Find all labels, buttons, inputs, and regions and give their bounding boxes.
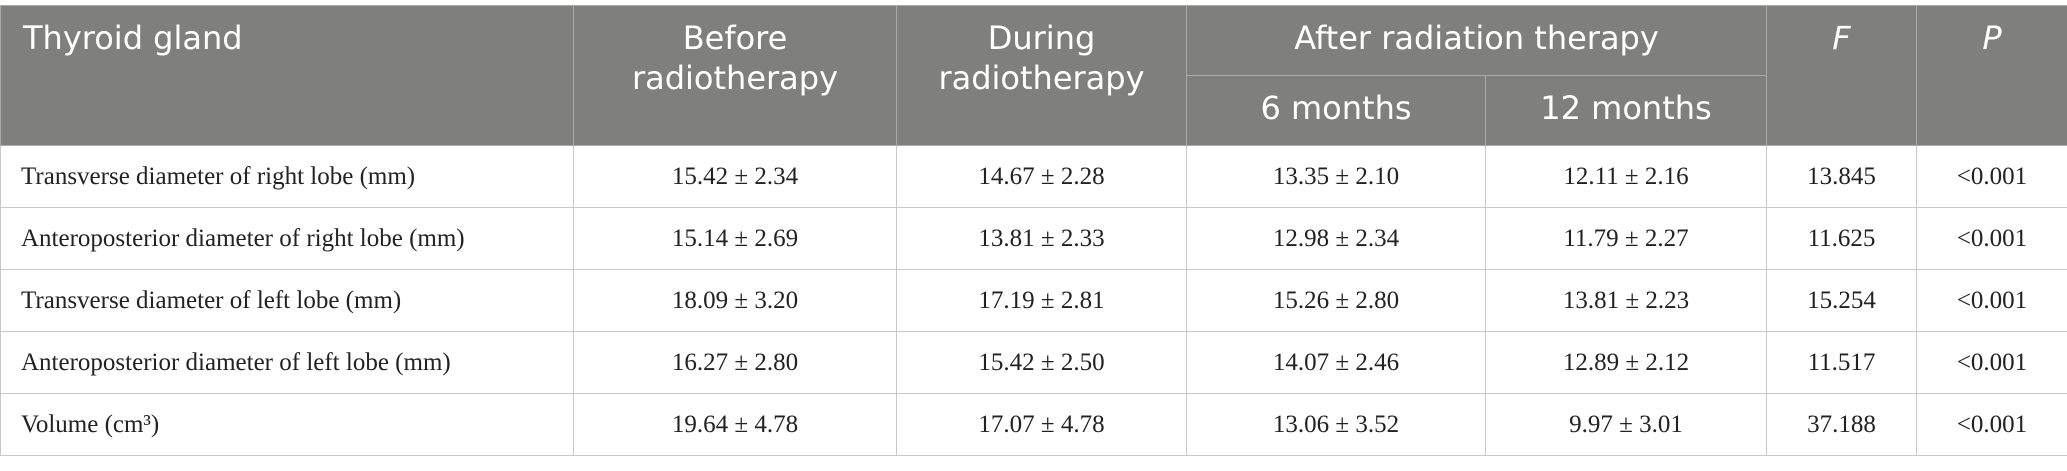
cell: 37.188 <box>1767 394 1917 456</box>
subcolumn-header: 12 months <box>1486 76 1767 146</box>
cell: 19.64 ± 4.78 <box>574 394 897 456</box>
row-label: Transverse diameter of right lobe (mm) <box>1 146 574 208</box>
row-label: Transverse diameter of left lobe (mm) <box>1 270 574 332</box>
cell: 15.14 ± 2.69 <box>574 208 897 270</box>
cell: <0.001 <box>1917 270 2067 332</box>
cell: 9.97 ± 3.01 <box>1486 394 1767 456</box>
cell: <0.001 <box>1917 394 2067 456</box>
subcolumn-header: 6 months <box>1187 76 1486 146</box>
cell: <0.001 <box>1917 146 2067 208</box>
cell: 16.27 ± 2.80 <box>574 332 897 394</box>
table-row: Anteroposterior diameter of right lobe (… <box>1 208 2067 270</box>
cell: 11.79 ± 2.27 <box>1486 208 1767 270</box>
cell: 17.07 ± 4.78 <box>897 394 1187 456</box>
cell: 13.81 ± 2.33 <box>897 208 1187 270</box>
cell: 15.254 <box>1767 270 1917 332</box>
cell: 13.81 ± 2.23 <box>1486 270 1767 332</box>
cell: 13.06 ± 3.52 <box>1187 394 1486 456</box>
cell: 18.09 ± 3.20 <box>574 270 897 332</box>
page: Thyroid gland Before radiotherapy During… <box>0 5 2067 471</box>
cell: 14.07 ± 2.46 <box>1187 332 1486 394</box>
data-table: Thyroid gland Before radiotherapy During… <box>0 5 2067 456</box>
cell: 13.35 ± 2.10 <box>1187 146 1486 208</box>
table-body: Transverse diameter of right lobe (mm)15… <box>1 146 2067 456</box>
row-label: Anteroposterior diameter of left lobe (m… <box>1 332 574 394</box>
cell: <0.001 <box>1917 332 2067 394</box>
row-label: Volume (cm³) <box>1 394 574 456</box>
column-header: Before radiotherapy <box>574 6 897 146</box>
cell: 11.517 <box>1767 332 1917 394</box>
cell: 14.67 ± 2.28 <box>897 146 1187 208</box>
cell: 13.845 <box>1767 146 1917 208</box>
row-label: Anteroposterior diameter of right lobe (… <box>1 208 574 270</box>
row-label-header: Thyroid gland <box>1 6 574 146</box>
cell: 11.625 <box>1767 208 1917 270</box>
cell: 12.89 ± 2.12 <box>1486 332 1767 394</box>
stat-header: F <box>1767 6 1917 146</box>
cell: 15.42 ± 2.50 <box>897 332 1187 394</box>
cell: <0.001 <box>1917 208 2067 270</box>
table-header: Thyroid gland Before radiotherapy During… <box>1 6 2067 146</box>
cell: 12.98 ± 2.34 <box>1187 208 1486 270</box>
table-row: Transverse diameter of right lobe (mm)15… <box>1 146 2067 208</box>
cell: 12.11 ± 2.16 <box>1486 146 1767 208</box>
cell: 15.26 ± 2.80 <box>1187 270 1486 332</box>
stat-header: P <box>1917 6 2067 146</box>
group-header: After radiation therapy <box>1187 6 1767 76</box>
table-row: Anteroposterior diameter of left lobe (m… <box>1 332 2067 394</box>
column-header: During radiotherapy <box>897 6 1187 146</box>
table-row: Transverse diameter of left lobe (mm)18.… <box>1 270 2067 332</box>
cell: 15.42 ± 2.34 <box>574 146 897 208</box>
cell: 17.19 ± 2.81 <box>897 270 1187 332</box>
